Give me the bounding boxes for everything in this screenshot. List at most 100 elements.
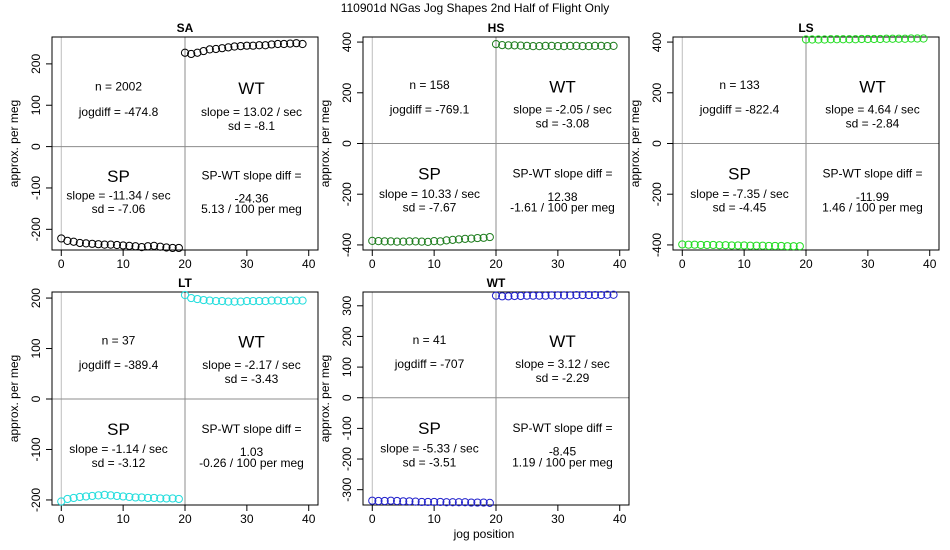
- x-tick-label: 20: [799, 257, 813, 271]
- y-tick-label: -100: [29, 437, 43, 461]
- data-point: [125, 492, 134, 502]
- data-point: [845, 35, 854, 44]
- data-point: [826, 35, 835, 44]
- sp-sd-label: sd = -7.67: [403, 201, 457, 215]
- data-point: [218, 44, 227, 53]
- data-point: [609, 290, 618, 299]
- x-tick-label: 20: [178, 257, 192, 271]
- data-point: [578, 290, 587, 300]
- data-point: [702, 240, 712, 250]
- x-tick-label: 10: [427, 512, 441, 526]
- slope-diff-label: SP-WT slope diff =: [513, 167, 613, 181]
- data-point: [907, 34, 916, 43]
- data-point: [430, 497, 439, 507]
- wt-quadrant-label: WT: [238, 79, 264, 98]
- data-point: [255, 296, 264, 306]
- data-point: [224, 297, 233, 306]
- data-point: [386, 496, 395, 505]
- data-point: [168, 243, 177, 253]
- jogdiff-label: jogdiff = -822.4: [699, 103, 780, 117]
- slope-diff-label: SP-WT slope diff =: [202, 422, 302, 436]
- data-point: [211, 44, 221, 54]
- y-tick-label: -300: [340, 477, 354, 501]
- data-point: [696, 240, 705, 250]
- data-point: [572, 41, 581, 50]
- data-point: [143, 493, 152, 503]
- y-tick-label: 100: [340, 357, 354, 377]
- data-point: [230, 297, 239, 306]
- y-tick-label: -400: [340, 233, 354, 257]
- sp-quadrant-label: SP: [418, 419, 441, 438]
- n-label: n = 37: [102, 333, 136, 347]
- panel-title: HS: [488, 21, 505, 35]
- data-point: [733, 241, 743, 250]
- panel-hs: HS 0 10 20 30 40 -400 -200 0 200 400 approx. per me…: [318, 21, 630, 271]
- slope-diff-label: SP-WT slope diff =: [202, 169, 302, 183]
- data-point: [553, 291, 562, 300]
- data-point: [684, 240, 693, 249]
- data-point: [752, 241, 761, 250]
- data-point: [261, 41, 270, 50]
- data-point: [149, 241, 159, 250]
- data-point: [374, 496, 383, 506]
- slope-diff-value: -8.45: [549, 445, 577, 459]
- data-point: [137, 493, 146, 502]
- data-point: [236, 41, 245, 51]
- panel-ls: LS 0 10 20 30 40 -400 -200 0 200 400 approx. per me…: [628, 21, 940, 271]
- wt-sd-label: sd = -3.08: [536, 117, 590, 131]
- data-point: [218, 296, 227, 306]
- data-point: [454, 498, 463, 507]
- data-point: [119, 241, 128, 250]
- data-point: [193, 294, 202, 304]
- data-point: [529, 42, 538, 51]
- x-tick-label: 0: [58, 257, 65, 271]
- data-point: [286, 39, 295, 48]
- data-point: [267, 296, 276, 305]
- slope-diff-per-meg: 1.46 / 100 per meg: [822, 201, 923, 215]
- data-point: [876, 34, 885, 44]
- wt-slope-label: slope = 3.12 / sec: [515, 357, 609, 371]
- data-point: [199, 295, 208, 305]
- data-point: [119, 492, 128, 501]
- data-point: [857, 34, 866, 44]
- data-point: [473, 498, 482, 507]
- data-point: [690, 240, 699, 249]
- x-tick-label: 30: [551, 257, 565, 271]
- x-tick-label: 0: [369, 512, 376, 526]
- data-point: [832, 35, 842, 44]
- sp-sd-label: sd = -4.45: [713, 201, 767, 215]
- x-tick-label: 10: [116, 512, 130, 526]
- y-tick-label: 400: [340, 32, 354, 52]
- data-point: [485, 498, 494, 507]
- data-point: [211, 296, 221, 306]
- data-point: [162, 243, 171, 252]
- data-point: [386, 237, 395, 246]
- data-point: [399, 497, 408, 506]
- data-point: [69, 237, 78, 246]
- data-point: [584, 290, 593, 300]
- data-point: [522, 41, 532, 50]
- x-tick-label: 30: [240, 257, 254, 271]
- y-tick-label: 0: [340, 140, 354, 147]
- slope-diff-per-meg: -1.61 / 100 per meg: [510, 201, 615, 215]
- data-point: [473, 233, 482, 243]
- data-point: [131, 242, 140, 251]
- data-point: [100, 240, 109, 249]
- x-axis-label: jog position: [453, 527, 515, 541]
- wt-slope-label: slope = -2.05 / sec: [513, 103, 611, 117]
- x-tick-label: 10: [427, 257, 441, 271]
- data-point: [467, 234, 476, 243]
- data-point: [727, 241, 736, 250]
- data-point: [869, 34, 879, 44]
- n-label: n = 2002: [95, 80, 142, 94]
- data-point: [801, 35, 811, 44]
- data-point: [863, 34, 872, 44]
- sp-sd-label: sd = -3.12: [92, 456, 146, 470]
- data-point: [678, 240, 687, 249]
- data-point: [255, 41, 264, 50]
- data-point: [168, 494, 177, 503]
- data-point: [81, 492, 91, 501]
- data-point: [498, 41, 507, 50]
- x-tick-label: 30: [240, 512, 254, 526]
- y-tick-label: -100: [29, 176, 43, 200]
